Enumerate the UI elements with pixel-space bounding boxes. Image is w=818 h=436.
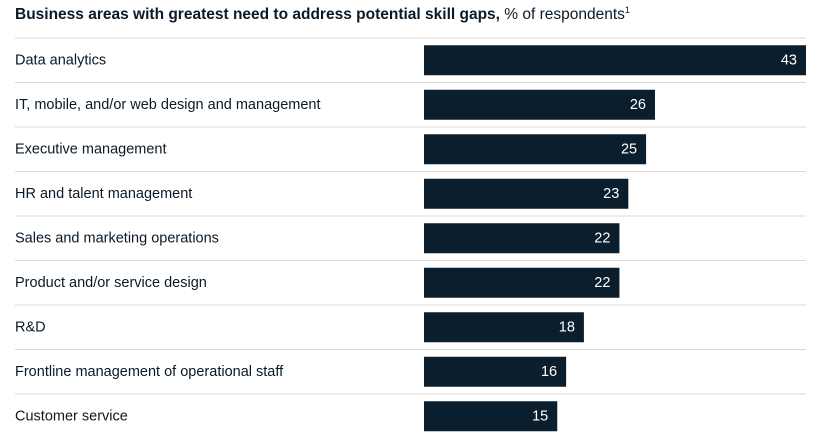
bar-value-label: 15 — [532, 408, 548, 424]
bar — [424, 267, 620, 298]
bar-value-label: 25 — [621, 141, 637, 157]
bar-value-label: 23 — [603, 186, 619, 202]
bar — [424, 134, 647, 165]
category-label: Executive management — [15, 141, 167, 157]
chart-subtitle: % of respondents — [504, 6, 625, 23]
category-label: Product and/or service design — [15, 275, 207, 291]
category-label: Data analytics — [15, 52, 106, 68]
category-label: HR and talent management — [15, 186, 192, 202]
category-label: Customer service — [15, 408, 128, 424]
category-label: IT, mobile, and/or web design and manage… — [15, 97, 321, 113]
bar — [424, 312, 584, 343]
bar — [424, 45, 806, 76]
bar-value-label: 43 — [781, 52, 797, 68]
chart-title-main: Business areas with greatest need to add… — [15, 6, 500, 23]
bar — [424, 401, 558, 432]
category-label: Frontline management of operational staf… — [15, 364, 284, 380]
bar-value-label: 22 — [594, 275, 610, 291]
title-footnote-marker: 1 — [624, 4, 630, 15]
bar — [424, 178, 629, 209]
bar — [424, 89, 655, 120]
chart-title: Business areas with greatest need to add… — [15, 4, 630, 24]
category-label: R&D — [15, 319, 46, 335]
bar — [424, 223, 620, 254]
bar-value-label: 26 — [630, 97, 646, 113]
bar-value-label: 16 — [541, 364, 557, 380]
bar-value-label: 18 — [559, 319, 575, 335]
category-label: Sales and marketing operations — [15, 230, 219, 246]
bar-value-label: 22 — [594, 230, 610, 246]
bar — [424, 356, 567, 387]
